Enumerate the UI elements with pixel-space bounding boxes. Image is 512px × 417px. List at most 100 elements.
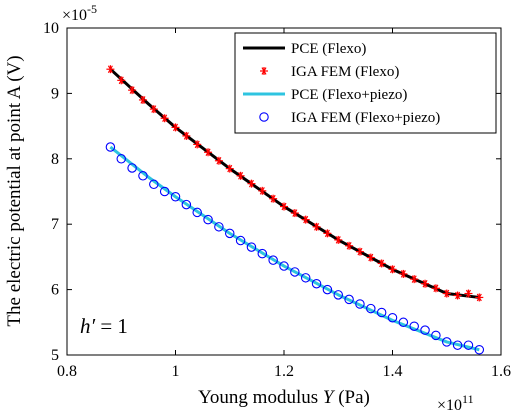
legend-swatch-circle [259,112,269,122]
data-point-star [453,291,462,300]
series-line [109,145,480,352]
data-point-circle [138,171,148,181]
data-point-star [355,247,364,256]
data-point-star [225,164,234,173]
data-point-circle [268,255,278,265]
x-tick-label: 1.6 [491,363,511,380]
annotation-var: h′ [80,314,96,338]
legend-swatch-star [260,67,268,75]
legend-item: PCE (Flexo+piezo) [243,87,407,103]
y-exponent-base: ×10 [62,7,87,24]
data-point-circle [322,284,333,295]
data-point-star [410,275,419,284]
y-axis-exponent: ×10-5 [62,2,97,24]
data-point-star [377,259,386,268]
x-exponent-power: 11 [462,392,474,406]
data-point-star [442,289,451,298]
data-point-circle [181,199,192,210]
data-point-circle [225,228,235,239]
x-axis-label: Young modulus Y (Pa) [198,387,370,408]
y-tick-label: 10 [43,20,59,37]
data-point-circle [170,191,181,202]
data-point-circle [311,278,322,289]
data-point-circle [159,186,170,197]
x-axis-exponent: ×1011 [437,392,474,414]
x-axis-label-unit: (Pa) [333,387,369,408]
y-tick-label: 5 [51,347,59,364]
data-point-circle [387,312,398,323]
x-axis-label-main: Young modulus [198,387,323,408]
data-point-star [117,76,126,85]
data-point-circle [279,261,289,271]
data-point-star [214,156,223,165]
legend-item: IGA FEM (Flexo) [260,64,399,80]
data-point-star [258,186,267,195]
data-point-star [269,194,278,203]
data-point-circle [441,337,452,347]
data-point-star [182,131,191,140]
data-point-circle [105,142,116,152]
data-point-star [160,114,169,123]
data-point-circle [333,290,343,300]
legend-label: PCE (Flexo+piezo) [291,87,407,103]
series-3 [109,145,480,352]
data-point-circle [257,248,268,259]
data-point-star [399,269,408,278]
annotation-rest: = 1 [95,314,128,338]
data-point-star [149,105,158,114]
data-point-circle [214,222,224,232]
data-point-circle [398,317,409,328]
data-point-circle [366,303,376,314]
data-point-star [334,235,343,244]
data-point-circle [192,207,202,218]
data-point-star [312,222,321,231]
data-series [105,65,485,355]
data-point-circle [376,307,387,318]
data-point-circle [246,242,257,252]
data-point-circle [127,163,137,173]
x-tick-label: 1.2 [274,363,294,380]
data-point-circle [300,273,311,283]
data-point-star [171,123,180,132]
data-point-star [138,95,147,104]
data-point-star [106,65,115,74]
data-point-circle [149,179,159,190]
x-tick-label: 0.8 [57,363,77,380]
legend: PCE (Flexo) IGA FEM (Flexo) PCE (Flexo+pie… [234,32,497,134]
data-point-star [388,265,397,274]
x-tick-label: 1 [172,363,180,380]
data-point-circle [463,340,474,350]
legend-label: IGA FEM (Flexo+piezo) [291,110,440,126]
data-point-star [128,86,137,95]
data-point-star [475,293,484,302]
legend-box [234,32,497,134]
annotation: h′ = 1 [80,314,128,338]
x-tick-label: 1.4 [383,363,403,380]
data-point-star [290,209,299,218]
x-exponent-base: ×10 [437,397,462,414]
data-point-circle [116,154,127,164]
data-point-circle [290,267,300,277]
y-exponent-power: -5 [87,2,97,16]
legend-label: PCE (Flexo) [291,41,366,57]
data-point-circle [452,340,463,350]
data-point-circle [409,321,419,331]
data-point-star [366,253,375,262]
x-axis-label-var: Y [323,387,336,408]
y-tick-label: 6 [51,282,59,299]
data-point-star [193,140,202,149]
legend-label: IGA FEM (Flexo) [291,64,399,80]
data-point-star [464,289,473,298]
data-point-star [323,229,332,238]
data-point-circle [235,235,246,246]
data-point-star [236,171,245,180]
data-point-star [204,148,213,157]
axis-ticks: 0.8 1 1.2 1.4 1.6 5 6 7 8 9 10 [43,20,511,380]
data-point-circle [431,330,441,341]
y-tick-label: 8 [51,151,59,168]
y-tick-label: 9 [51,85,59,102]
data-point-circle [474,345,485,355]
y-axis-label: The electric potential at point A (V) [4,55,25,326]
data-point-star [421,279,430,288]
